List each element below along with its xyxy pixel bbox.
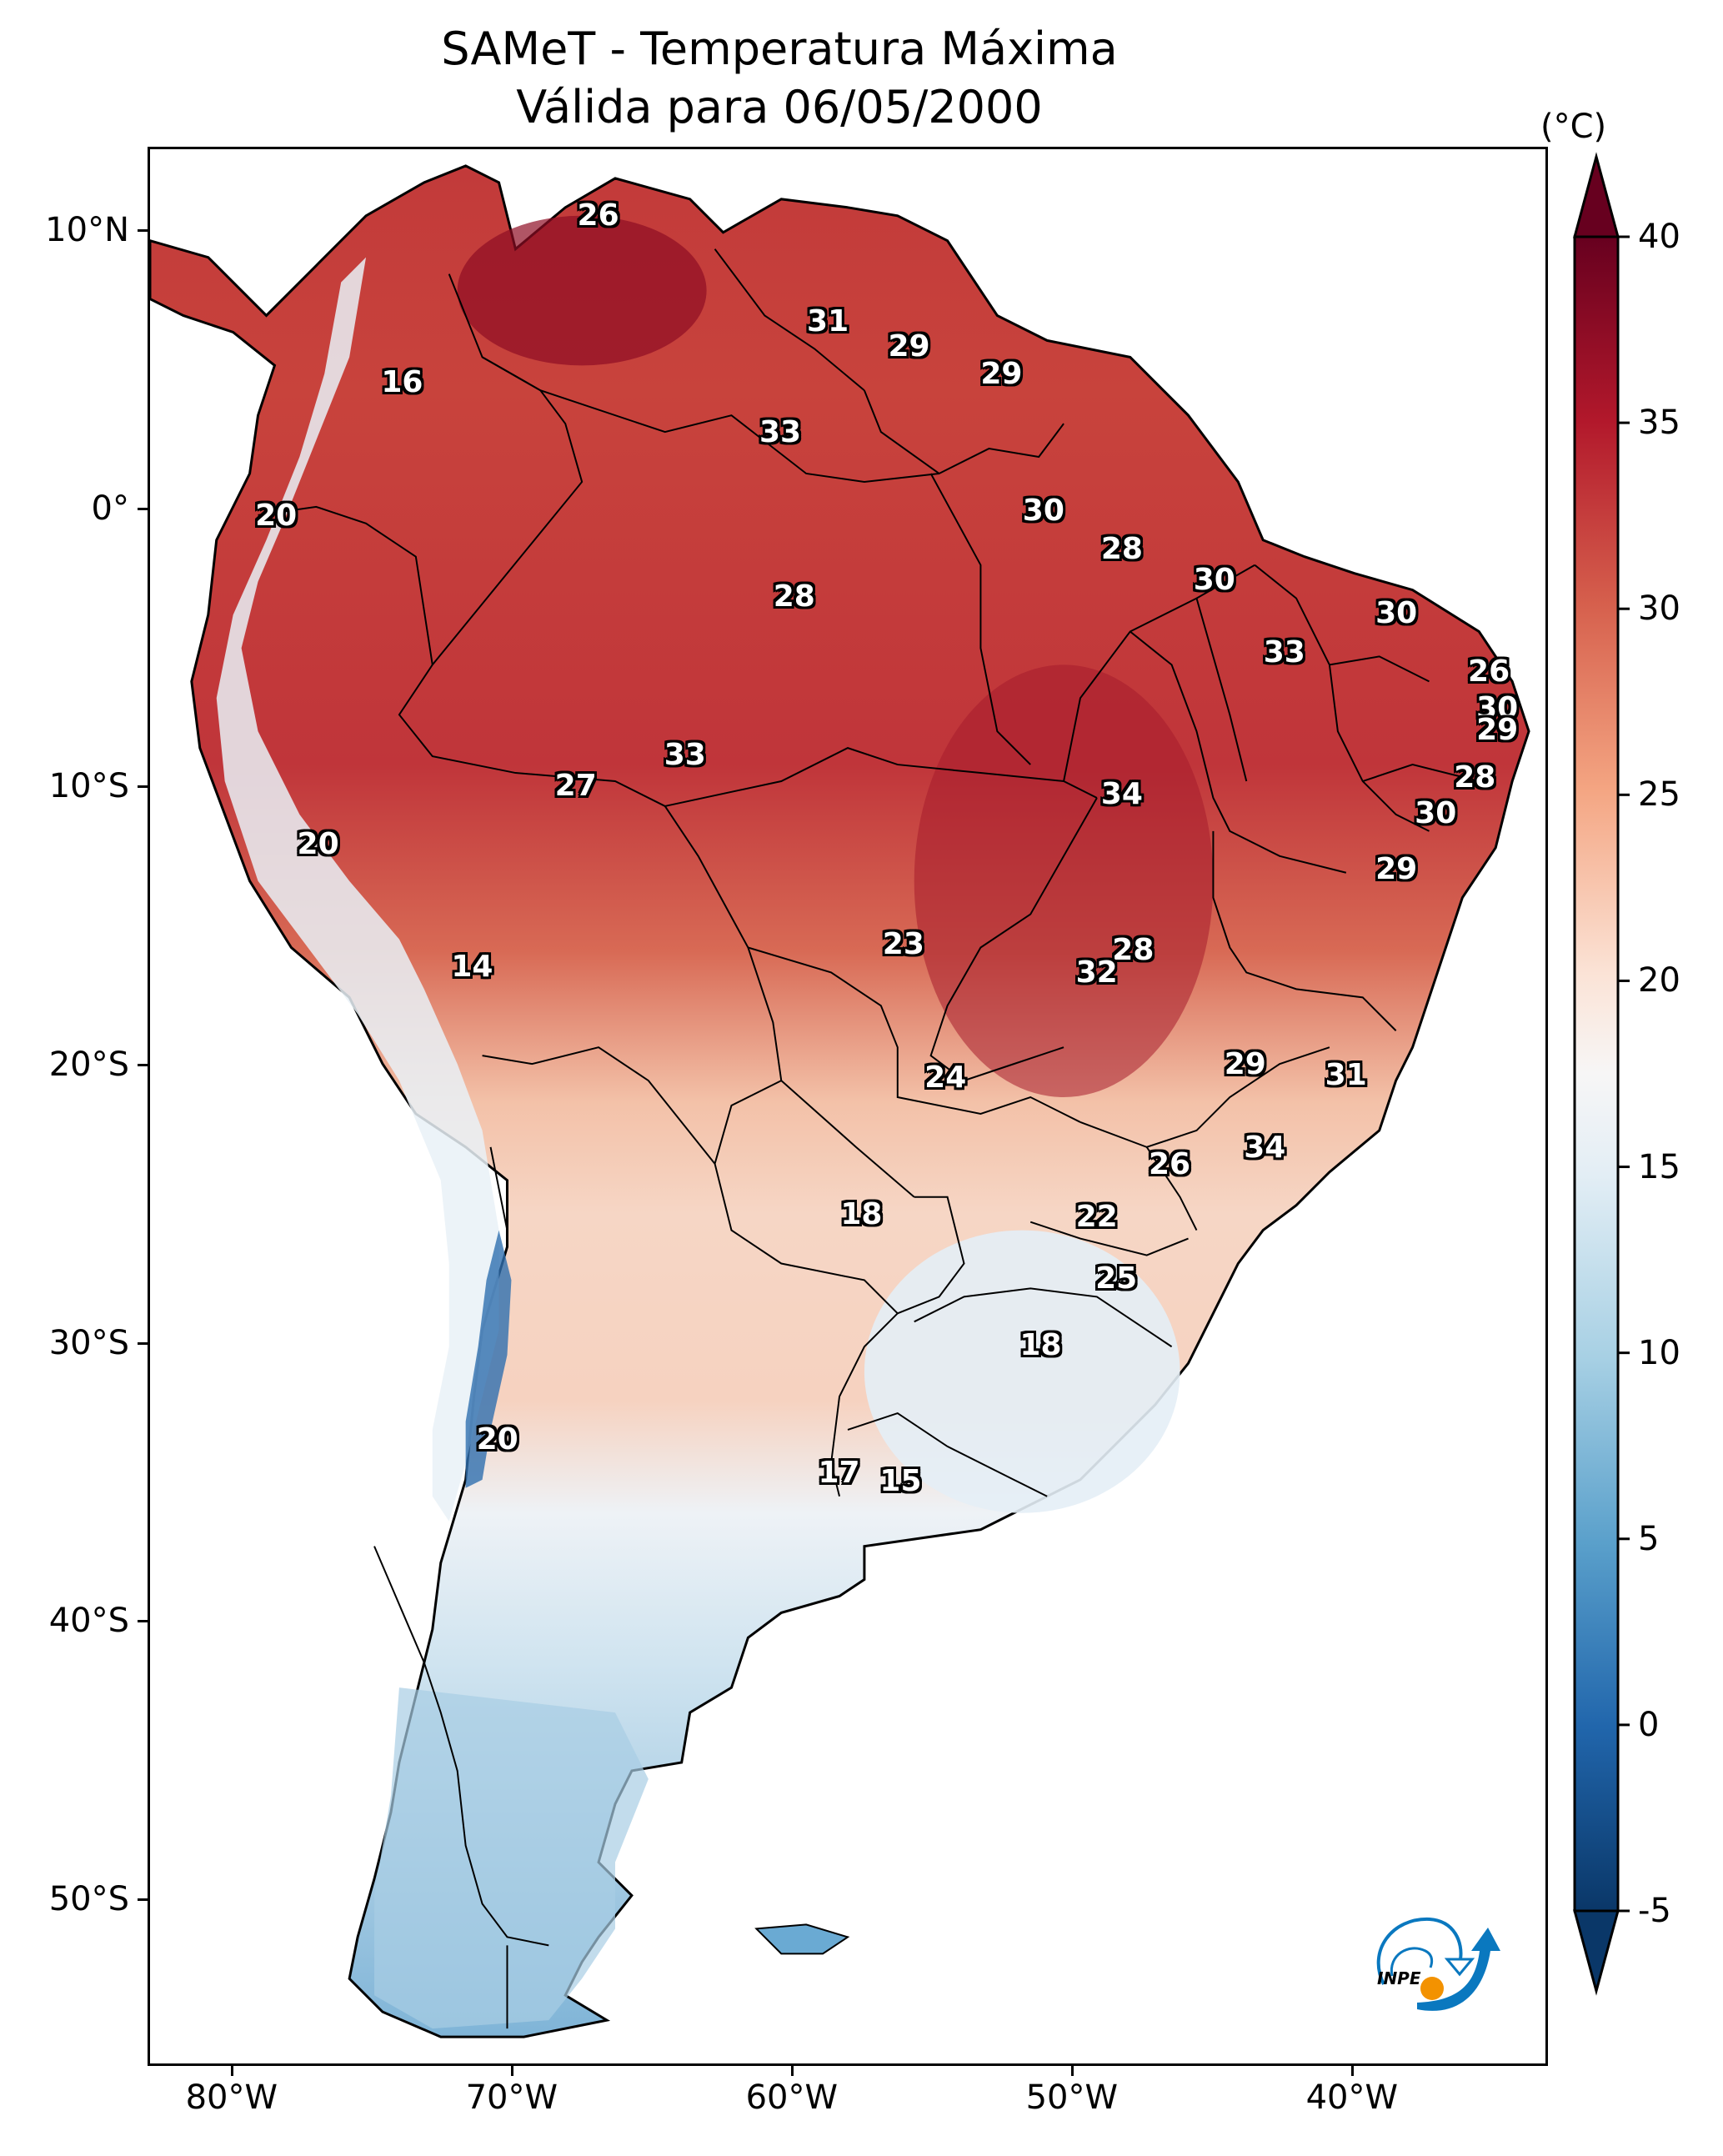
station-temperature-label: 28 [1112,932,1155,967]
station-temperature-label: 28 [773,579,815,614]
station-temperature-label: 29 [888,328,930,364]
station-temperature-label: 18 [1019,1327,1062,1362]
y-tick-mark [138,1063,148,1066]
colorbar-tick-label: -5 [1638,1892,1671,1930]
map-plot-area: 26 16 20 31 29 29 33 30 28 28 30 33 30 26 30 29 28 30 29 33… [148,147,1548,2066]
station-temperature-label: 33 [759,415,802,450]
colorbar [1573,152,1630,1996]
y-tick-mark [138,507,148,510]
station-temperature-label: 26 [577,198,619,233]
x-tick-label: 70°W [465,2078,558,2117]
colorbar-tick-label: 35 [1638,404,1680,443]
colorbar-tick-label: 5 [1638,1519,1660,1558]
station-temperature-label: 30 [1415,796,1457,831]
station-temperature-label: 20 [476,1422,518,1457]
y-tick-mark [138,1898,148,1901]
station-temperature-label: 30 [1375,596,1418,631]
station-temperature-label: 33 [664,738,706,773]
station-temperature-label: 31 [807,303,849,338]
logo-up-arrow-icon [1417,1928,1500,2011]
station-temperature-label: 34 [1244,1130,1286,1165]
station-temperature-label: 32 [1075,955,1118,990]
cool-region-southern-brazil [864,1230,1180,1513]
station-temperature-label: 20 [297,827,339,862]
station-temperature-label: 30 [1022,493,1064,528]
x-tick-mark [1350,2066,1354,2076]
map-canvas [150,164,1530,2038]
station-temperature-label: 29 [1224,1046,1266,1081]
y-tick-label: 40°S [48,1602,129,1641]
station-temperature-label: 22 [1075,1200,1118,1235]
y-tick-label: 10°N [45,211,129,250]
colorbar-tick-label: 25 [1638,775,1680,815]
colorbar-gradient [1573,235,1620,1913]
x-tick-label: 50°W [1025,2078,1119,2117]
andes-deep-cold-core [465,1230,512,1488]
hot-core-central-brazil [914,664,1214,1098]
x-tick-mark [1070,2066,1074,2076]
station-temperature-label: 15 [879,1464,922,1499]
station-temperature-label: 16 [381,365,423,400]
y-tick-mark [138,1341,148,1345]
colorbar-tick-label: 40 [1638,218,1680,256]
station-temperature-label: 30 [1476,690,1519,725]
station-temperature-label: 31 [1325,1057,1367,1092]
colorbar-tick-label: 0 [1638,1705,1660,1744]
x-tick-label: 60°W [745,2078,839,2117]
station-temperature-label: 29 [1476,713,1519,748]
station-temperature-label: 23 [882,927,924,962]
logo-sun-icon [1420,1977,1444,2000]
station-temperature-label: 20 [255,499,298,534]
y-tick-label: 50°S [48,1879,129,1918]
station-temperature-label: 18 [840,1196,883,1231]
station-temperature-label: 33 [1263,634,1305,669]
station-temperature-label: 28 [1454,760,1496,795]
station-temperature-label: 14 [451,949,493,984]
station-temperature-label: 24 [924,1060,967,1096]
falkland-islands [754,1923,850,1955]
colorbar-tick-label: 30 [1638,589,1680,629]
chart-subtitle: Válida para 06/05/2000 [516,81,1043,133]
colorbar-unit-label: (°C) [1540,108,1607,146]
station-temperature-label: 29 [980,357,1023,392]
station-temperature-label: 27 [554,768,597,803]
station-temperature-label: 34 [1100,777,1143,811]
station-temperature-label: 26 [1148,1146,1191,1181]
y-tick-label: 0° [91,489,129,528]
continent-south-america [150,164,1530,2038]
colorbar-tick-label: 15 [1638,1147,1680,1186]
y-tick-label: 10°S [48,767,129,806]
x-tick-label: 80°W [185,2078,278,2117]
colorbar-extend-min-arrow [1573,1909,1620,1996]
patagonia-cold-region [374,1687,649,2029]
logo-swirl-icon [1376,1917,1463,1985]
station-temperature-label: 25 [1095,1261,1138,1296]
country-borders [258,248,1480,2029]
colorbar-tick-label: 10 [1638,1333,1680,1372]
station-temperature-label: 28 [1100,532,1143,567]
y-tick-label: 20°S [48,1045,129,1084]
chart-title: SAMeT - Temperatura Máxima [441,23,1118,75]
y-tick-mark [138,229,148,233]
station-temperature-label: 29 [1375,852,1418,887]
x-tick-mark [510,2066,513,2076]
logo-text: INPE [1377,1968,1421,1988]
colorbar-extend-max-arrow [1573,152,1620,238]
station-temperature-label: 26 [1468,654,1510,689]
x-tick-label: 40°W [1305,2078,1399,2117]
x-tick-mark [790,2066,794,2076]
colorbar-tick-label: 20 [1638,961,1680,1000]
y-tick-label: 30°S [48,1323,129,1362]
hot-core-venezuela [457,215,707,366]
inpe-logo: INPE [1376,1917,1500,2011]
x-tick-mark [230,2066,233,2076]
logo-down-arrow-icon [1444,1958,1475,1977]
station-temperature-label: 17 [818,1456,860,1491]
station-temperature-label: 30 [1193,563,1235,598]
y-tick-mark [138,1620,148,1623]
y-tick-mark [138,785,148,789]
